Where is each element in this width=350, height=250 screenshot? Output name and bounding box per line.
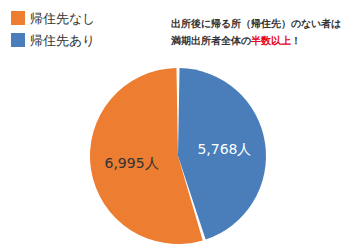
svg-text:帰住先あり: 帰住先あり: [30, 33, 95, 48]
svg-text:！: ！: [291, 35, 301, 46]
svg-text:6,995人: 6,995人: [104, 155, 158, 171]
svg-text:半数以上: 半数以上: [250, 35, 291, 46]
svg-text:満期出所者全体の: 満期出所者全体の: [170, 35, 251, 46]
svg-text:5,768人: 5,768人: [197, 141, 251, 157]
svg-text:帰住先なし: 帰住先なし: [30, 11, 95, 26]
svg-text:出所後に帰る所（帰住先）のない者は: 出所後に帰る所（帰住先）のない者は: [171, 18, 341, 30]
